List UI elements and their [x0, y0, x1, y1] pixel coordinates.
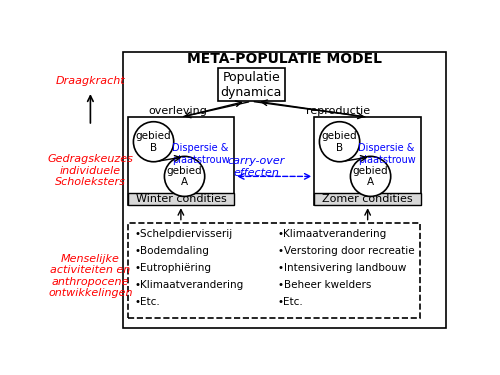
Text: Populatie
dynamica: Populatie dynamica: [220, 71, 282, 99]
Text: •Etc.: •Etc.: [134, 297, 160, 307]
Text: gebied
A: gebied A: [353, 166, 388, 187]
Text: •Klimaatverandering: •Klimaatverandering: [134, 280, 244, 290]
Text: carry-over
effecten: carry-over effecten: [228, 156, 285, 178]
Text: gebied
B: gebied B: [136, 131, 172, 153]
Text: •Klimaatverandering: •Klimaatverandering: [278, 229, 387, 239]
FancyBboxPatch shape: [128, 117, 234, 205]
Text: META-POPULATIE MODEL: META-POPULATIE MODEL: [186, 52, 382, 66]
Text: Gedragskeuzes
individuele
Scholeksters: Gedragskeuzes individuele Scholeksters: [48, 154, 134, 187]
Text: Winter condities: Winter condities: [136, 194, 226, 204]
Text: gebied
A: gebied A: [167, 166, 202, 187]
FancyBboxPatch shape: [314, 117, 421, 205]
Text: •Bodemdaling: •Bodemdaling: [134, 246, 210, 256]
FancyBboxPatch shape: [218, 68, 286, 101]
Text: •Beheer kwelders: •Beheer kwelders: [278, 280, 371, 290]
Text: Dispersie &
plaatstrouw: Dispersie & plaatstrouw: [358, 143, 416, 165]
Text: Zomer condities: Zomer condities: [322, 194, 413, 204]
Text: Dispersie &
plaatstrouw: Dispersie & plaatstrouw: [172, 143, 230, 165]
Text: Menselijke
activiteiten en
anthropocene
ontwikkelingen: Menselijke activiteiten en anthropocene …: [48, 254, 132, 298]
Text: •Intensivering landbouw: •Intensivering landbouw: [278, 263, 406, 273]
FancyBboxPatch shape: [122, 52, 446, 328]
Text: •Etc.: •Etc.: [278, 297, 303, 307]
Ellipse shape: [320, 122, 360, 162]
Text: overleving: overleving: [148, 105, 208, 116]
FancyBboxPatch shape: [314, 193, 421, 205]
Ellipse shape: [134, 122, 173, 162]
FancyBboxPatch shape: [128, 193, 234, 205]
Text: •Verstoring door recreatie: •Verstoring door recreatie: [278, 246, 414, 256]
Text: gebied
B: gebied B: [322, 131, 358, 153]
Text: reproductie: reproductie: [306, 105, 370, 116]
FancyBboxPatch shape: [128, 223, 420, 318]
Text: Draagkracht: Draagkracht: [56, 76, 125, 86]
Text: •Schelpdiervisserij: •Schelpdiervisserij: [134, 229, 233, 239]
Ellipse shape: [350, 156, 391, 196]
Text: •Eutrophiëring: •Eutrophiëring: [134, 263, 212, 273]
Ellipse shape: [164, 156, 204, 196]
